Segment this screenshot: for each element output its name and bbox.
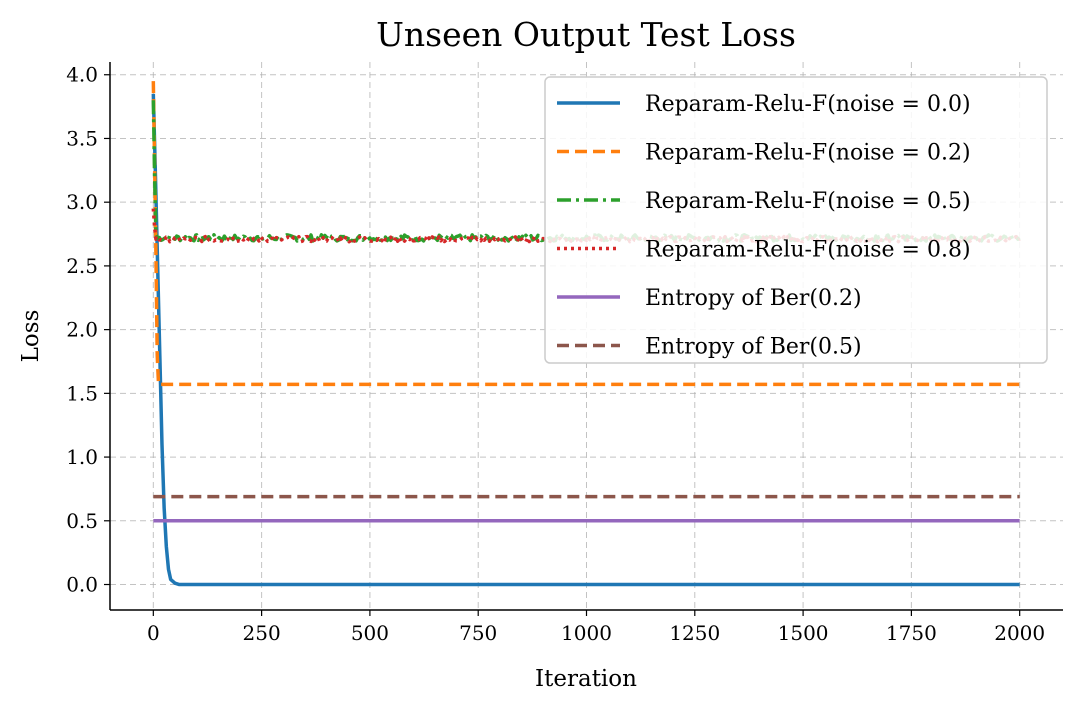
x-tick-label-2: 500 <box>351 621 389 645</box>
y-tick-label-6: 3.0 <box>66 190 98 214</box>
y-tick-label-1: 0.5 <box>66 509 98 533</box>
legend-box <box>544 76 1048 364</box>
x-tick-label-4: 1000 <box>561 621 612 645</box>
series-line-0 <box>151 93 1020 587</box>
y-tick-label-5: 2.5 <box>66 254 98 278</box>
y-tick-label-2: 1.0 <box>66 445 98 469</box>
legend-label-5: Entropy of Ber(0.5) <box>645 335 862 360</box>
x-axis-title: Iteration <box>535 666 637 692</box>
legend-label-0: Reparam-Relu-F(noise = 0.0) <box>645 92 971 117</box>
x-tick-label-0: 0 <box>147 621 160 645</box>
y-tick-label-0: 0.0 <box>66 573 98 597</box>
y-axis-title: Loss <box>18 310 44 363</box>
x-tick-label-6: 1500 <box>778 621 829 645</box>
legend-label-2: Reparam-Relu-F(noise = 0.5) <box>645 189 971 214</box>
y-tick-label-8: 4.0 <box>66 63 98 87</box>
ticks: 0 250 500 750 1000 1250 1500 1750 2000 0.0 0.5 1.0 1… <box>66 63 1045 645</box>
x-tick-label-3: 750 <box>459 621 497 645</box>
x-tick-label-5: 1250 <box>669 621 720 645</box>
y-tick-label-7: 3.5 <box>66 126 98 150</box>
legend-label-4: Entropy of Ber(0.2) <box>645 286 862 311</box>
legend-label-3: Reparam-Relu-F(noise = 0.8) <box>645 238 971 263</box>
x-tick-label-8: 2000 <box>994 621 1045 645</box>
x-tick-label-7: 1750 <box>886 621 937 645</box>
x-tick-label-1: 250 <box>243 621 281 645</box>
legend: Reparam-Relu-F(noise = 0.0) Reparam-Relu-… <box>544 76 1048 364</box>
y-tick-label-4: 2.0 <box>66 318 98 342</box>
chart-title: Unseen Output Test Loss <box>376 15 796 54</box>
legend-label-1: Reparam-Relu-F(noise = 0.2) <box>645 141 971 166</box>
y-tick-label-3: 1.5 <box>66 381 98 405</box>
